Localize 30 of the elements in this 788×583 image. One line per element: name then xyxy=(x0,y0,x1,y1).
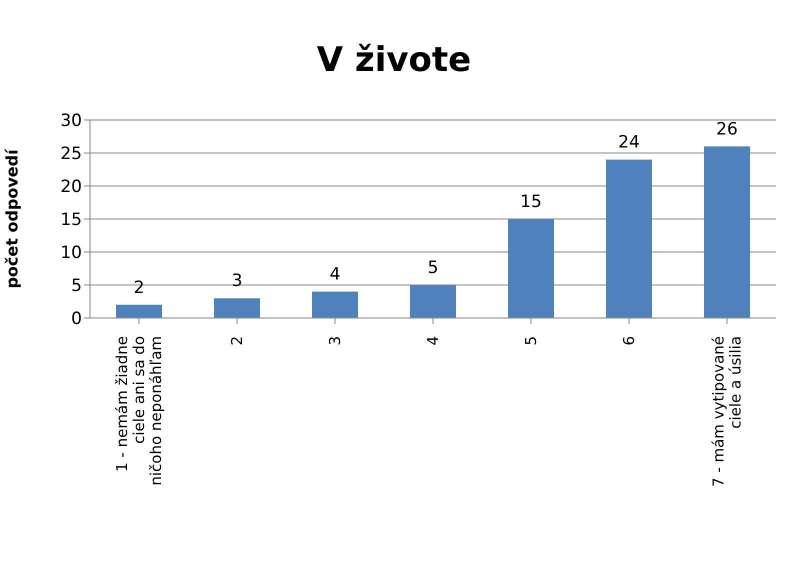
data-label: 15 xyxy=(520,192,542,212)
x-tick-label: 6 xyxy=(620,336,638,346)
x-tick-label: 2 xyxy=(228,336,246,346)
data-label: 26 xyxy=(716,119,738,140)
y-tick-label: 10 xyxy=(60,243,82,264)
bar xyxy=(606,160,652,318)
y-tick-label: 20 xyxy=(60,177,82,198)
x-tick-label: 3 xyxy=(326,336,344,346)
y-tick-label: 30 xyxy=(60,111,82,132)
bar xyxy=(410,285,456,318)
y-tick-label: 0 xyxy=(71,309,82,330)
bar xyxy=(508,219,554,318)
bar xyxy=(116,304,162,318)
bar xyxy=(214,298,260,318)
y-tick-label: 25 xyxy=(60,144,82,164)
y-tick-label: 5 xyxy=(71,276,82,296)
data-label: 3 xyxy=(232,271,242,292)
data-label: 24 xyxy=(618,132,640,153)
y-axis-title: počet odpovedí xyxy=(2,148,22,289)
chart-title: V živote xyxy=(316,40,472,80)
x-tick-label: 7 - mám vytipované ciele a úsilia xyxy=(710,336,744,487)
bar xyxy=(312,292,358,318)
data-label: 5 xyxy=(428,258,438,278)
x-tick-label: 1 - nemám žiadne ciele ani sa do ničoho neponáhľam xyxy=(113,336,165,486)
y-tick-label: 15 xyxy=(60,210,82,230)
data-label: 4 xyxy=(330,264,340,285)
x-tick-label: 5 xyxy=(522,336,540,346)
bar xyxy=(704,146,750,318)
data-label: 2 xyxy=(134,278,144,298)
x-tick-label: 4 xyxy=(424,336,442,346)
